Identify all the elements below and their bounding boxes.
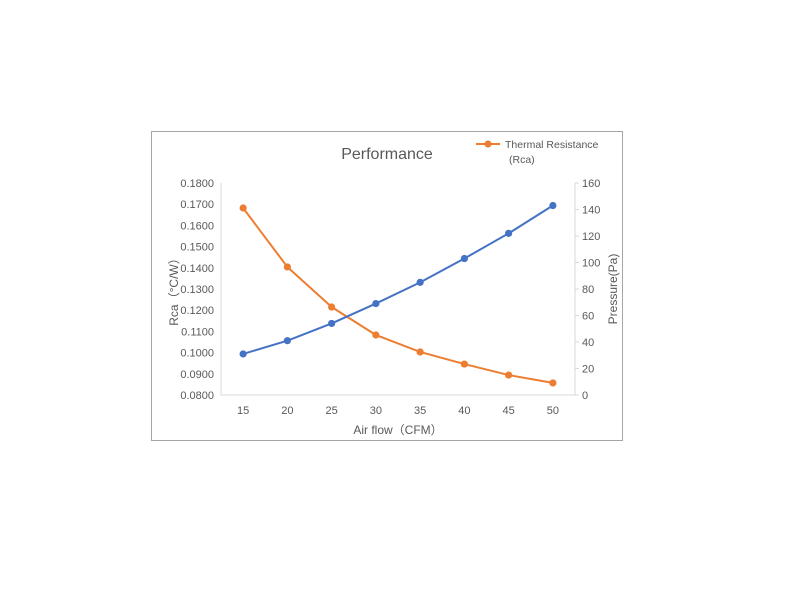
- left-y-tick-label: 0.1500: [180, 242, 214, 254]
- data-point-marker: [283, 263, 291, 271]
- x-tick-label: 25: [326, 405, 338, 417]
- x-tick-label: 30: [370, 405, 382, 417]
- left-y-tick-label: 0.1700: [180, 199, 214, 211]
- right-y-axis: 0 20 40 60 80 100 120 140 160: [574, 178, 600, 402]
- data-point-marker: [416, 278, 424, 286]
- x-tick-label: 20: [281, 405, 293, 417]
- left-y-axis-title: Rca（°C/W）: [167, 252, 181, 325]
- series-line: [242, 204, 554, 355]
- data-point-marker: [549, 201, 557, 210]
- x-axis: 15 20 25 30 35 40 45 50: [221, 394, 575, 417]
- data-point-marker: [328, 303, 336, 311]
- left-y-tick-label: 0.1400: [180, 263, 214, 275]
- right-y-axis-title: Pressure(Pa): [606, 254, 620, 325]
- x-tick-label: 45: [503, 405, 515, 417]
- x-tick-label: 35: [414, 405, 426, 417]
- left-y-tick-label: 0.1100: [181, 326, 214, 338]
- legend: Thermal Resistance (Rca): [476, 139, 599, 166]
- left-y-tick-label: 0.0800: [180, 390, 214, 402]
- data-point-marker: [372, 299, 380, 308]
- left-y-tick-label: 0.1600: [180, 220, 214, 232]
- chart-frame: [151, 131, 623, 441]
- series-thermal-resistance-rca: [239, 204, 557, 387]
- data-point-marker: [328, 319, 336, 328]
- right-y-tick-label: 160: [582, 178, 600, 190]
- left-y-tick-label: 0.1200: [180, 305, 214, 317]
- legend-label-line1: Thermal Resistance: [505, 139, 599, 151]
- x-axis-title: Air flow（CFM）: [353, 423, 442, 437]
- right-y-tick-label: 60: [582, 311, 594, 323]
- right-y-tick-label: 140: [582, 205, 600, 217]
- x-tick-label: 40: [458, 405, 470, 417]
- data-point-marker: [416, 348, 424, 356]
- data-point-marker: [460, 360, 468, 368]
- left-y-tick-label: 0.1000: [180, 348, 214, 360]
- x-tick-label: 50: [547, 405, 559, 417]
- data-point-marker: [460, 254, 468, 263]
- legend-label-line2: (Rca): [509, 154, 535, 166]
- data-point-marker: [549, 379, 557, 387]
- right-y-tick-label: 20: [582, 364, 594, 376]
- data-point-marker: [283, 337, 291, 345]
- left-y-tick-label: 0.1800: [180, 178, 214, 190]
- right-y-tick-label: 100: [582, 258, 600, 270]
- right-y-tick-label: 80: [582, 284, 594, 296]
- legend-marker-thermal-resistance: [484, 140, 492, 148]
- left-y-tick-label: 0.0900: [180, 369, 214, 381]
- data-point-marker: [505, 371, 513, 379]
- right-y-tick-label: 40: [582, 337, 594, 349]
- series-line: [242, 207, 554, 384]
- x-tick-label: 15: [237, 405, 249, 417]
- right-y-tick-label: 120: [582, 231, 600, 243]
- left-y-tick-label: 0.1300: [180, 284, 214, 296]
- left-y-axis: 0.0800 0.0900 0.1000 0.1100 0.1200 0.1300 0.14…: [180, 178, 222, 402]
- data-point-marker: [239, 350, 247, 358]
- series-pressure: [239, 201, 557, 358]
- right-y-tick-label: 0: [582, 390, 588, 402]
- data-point-marker: [239, 204, 247, 212]
- chart-title: Performance: [341, 146, 433, 163]
- data-point-marker: [505, 229, 513, 237]
- data-point-marker: [372, 331, 380, 339]
- plot-area: [239, 201, 557, 387]
